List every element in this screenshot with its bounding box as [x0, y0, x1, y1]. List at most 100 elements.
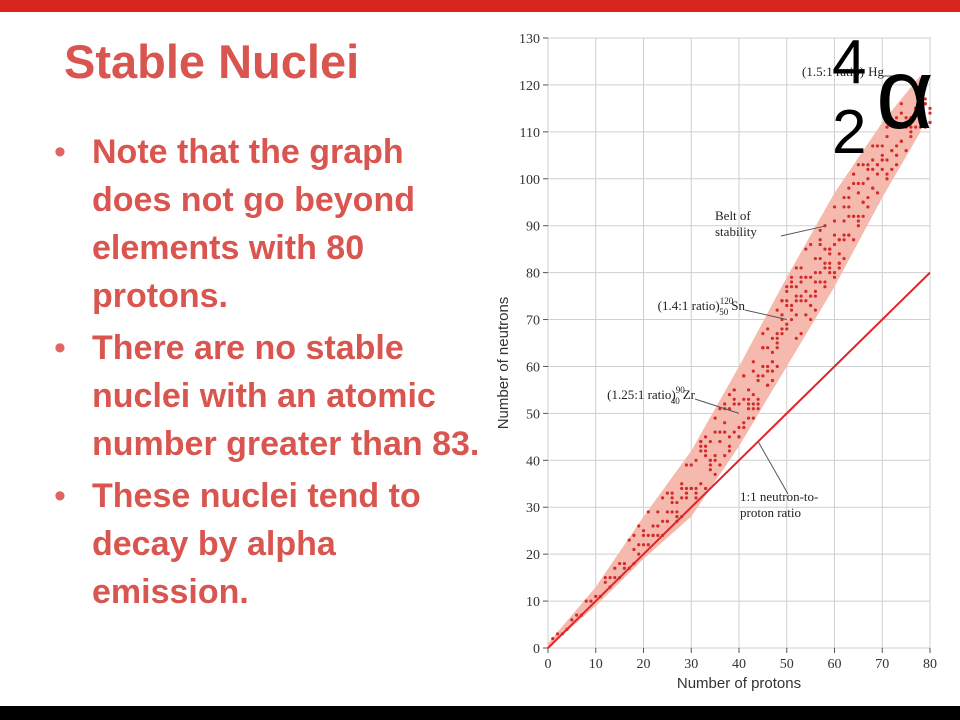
stable-nuclide-point	[680, 482, 684, 486]
stable-nuclide-point	[727, 444, 732, 448]
stable-nuclide-point	[641, 529, 646, 533]
stable-nuclide-point	[670, 496, 674, 500]
stable-nuclide-point	[713, 430, 717, 434]
y-tick-label: 70	[526, 314, 540, 329]
stable-nuclide-point	[766, 364, 770, 369]
stable-nuclide-point	[746, 397, 751, 401]
stable-nuclide-point	[780, 327, 784, 331]
stable-nuclide-point	[885, 158, 889, 162]
stable-nuclide-point	[799, 294, 803, 298]
zr-ratio-annotation: (1.25:1 ratio)90 40 Zr	[607, 385, 696, 406]
stable-nuclide-point	[789, 280, 794, 284]
stable-nuclide-point	[675, 510, 679, 514]
stable-nuclide-point	[804, 247, 808, 251]
stable-nuclide-point	[703, 449, 708, 453]
y-tick-label: 30	[526, 501, 540, 516]
stable-nuclide-point	[861, 200, 865, 204]
stable-nuclide-point	[680, 515, 684, 519]
stable-nuclide-point	[847, 233, 851, 237]
stable-nuclide-point	[809, 275, 813, 279]
stable-nuclide-point	[694, 491, 698, 495]
stable-nuclide-point	[871, 158, 875, 162]
stable-nuclide-point	[675, 500, 679, 505]
stable-nuclide-point	[875, 191, 880, 195]
stable-nuclide-point	[809, 317, 813, 322]
stable-nuclide-point	[656, 533, 660, 537]
stable-nuclide-point	[718, 463, 722, 467]
stable-nuclide-point	[637, 524, 641, 528]
stable-nuclide-point	[904, 149, 908, 153]
stable-nuclide-point	[918, 125, 923, 129]
stable-nuclide-point	[785, 327, 789, 331]
stable-nuclide-point	[842, 219, 846, 223]
stable-nuclide-point	[751, 416, 755, 420]
stable-nuclide-point	[608, 585, 612, 589]
stable-nuclide-point	[751, 369, 755, 373]
bullet-item: • These nuclei tend to decay by alpha em…	[52, 472, 482, 616]
stable-nuclide-point	[651, 533, 655, 537]
stable-nuclide-point	[799, 332, 803, 336]
stable-nuclide-point	[871, 186, 875, 190]
belt-of-stability-band	[548, 75, 921, 649]
stable-nuclide-point	[737, 425, 741, 430]
stable-nuclide-point	[670, 510, 674, 514]
stable-nuclide-point	[837, 238, 841, 242]
stable-nuclide-point	[866, 205, 870, 209]
stable-nuclide-point	[880, 158, 884, 162]
stable-nuclide-point	[637, 552, 641, 556]
stable-nuclide-point	[598, 594, 603, 598]
stable-nuclide-point	[856, 219, 860, 223]
bullet-item: • There are no stable nuclei with an ato…	[52, 324, 482, 468]
stable-nuclide-point	[756, 402, 760, 406]
stable-nuclide-point	[766, 383, 770, 387]
y-tick-label: 50	[526, 407, 540, 422]
stable-nuclide-point	[885, 177, 889, 181]
stable-nuclide-point	[904, 120, 908, 125]
stable-nuclide-point	[713, 472, 717, 476]
y-tick-label: 100	[519, 173, 540, 188]
stable-nuclide-point	[832, 271, 837, 275]
stable-nuclide-point	[746, 407, 751, 411]
stable-nuclide-point	[799, 299, 803, 303]
stable-nuclide-point	[751, 407, 755, 411]
stable-nuclide-point	[852, 181, 856, 186]
stable-nuclide-point	[770, 360, 775, 364]
x-tick-label: 40	[732, 657, 746, 672]
stable-nuclide-point	[818, 271, 822, 275]
x-tick-label: 60	[828, 657, 842, 672]
stable-nuclide-point	[608, 576, 612, 580]
y-tick-label: 80	[526, 267, 540, 282]
x-axis-label: Number of protons	[677, 675, 801, 692]
bullet-dot-icon: •	[54, 329, 66, 367]
stable-nuclide-point	[799, 275, 803, 279]
stable-nuclide-point	[894, 144, 899, 148]
stable-nuclide-point	[756, 397, 760, 401]
stable-nuclide-point	[661, 533, 665, 537]
belt-of-stability-annotation-leader	[780, 225, 827, 237]
stable-nuclide-point	[632, 533, 636, 537]
stable-nuclide-point	[813, 271, 817, 275]
stable-nuclide-point	[732, 430, 736, 434]
stable-nuclide-point	[751, 402, 755, 406]
stable-nuclide-point	[579, 613, 584, 617]
stable-nuclide-point	[794, 266, 798, 270]
stable-nuclide-point	[880, 153, 884, 157]
stable-nuclide-point	[670, 491, 674, 495]
stable-nuclide-point	[856, 191, 860, 195]
stable-nuclide-point	[684, 486, 689, 491]
stable-nuclide-point	[684, 491, 689, 495]
stable-nuclide-point	[727, 393, 732, 397]
stable-nuclide-point	[899, 139, 903, 143]
stable-nuclide-point	[909, 116, 913, 120]
stable-nuclide-point	[766, 346, 770, 350]
bottom-bar	[0, 706, 960, 720]
stable-nuclide-point	[594, 594, 598, 598]
stable-nuclide-point	[785, 289, 789, 293]
x-tick-label: 10	[589, 657, 603, 672]
stable-nuclide-point	[861, 181, 865, 186]
stable-nuclide-point	[713, 458, 717, 462]
stable-nuclide-point	[560, 632, 564, 636]
stable-nuclide-point	[723, 402, 727, 406]
stable-nuclide-point	[646, 510, 650, 514]
y-tick-label: 20	[526, 548, 540, 563]
